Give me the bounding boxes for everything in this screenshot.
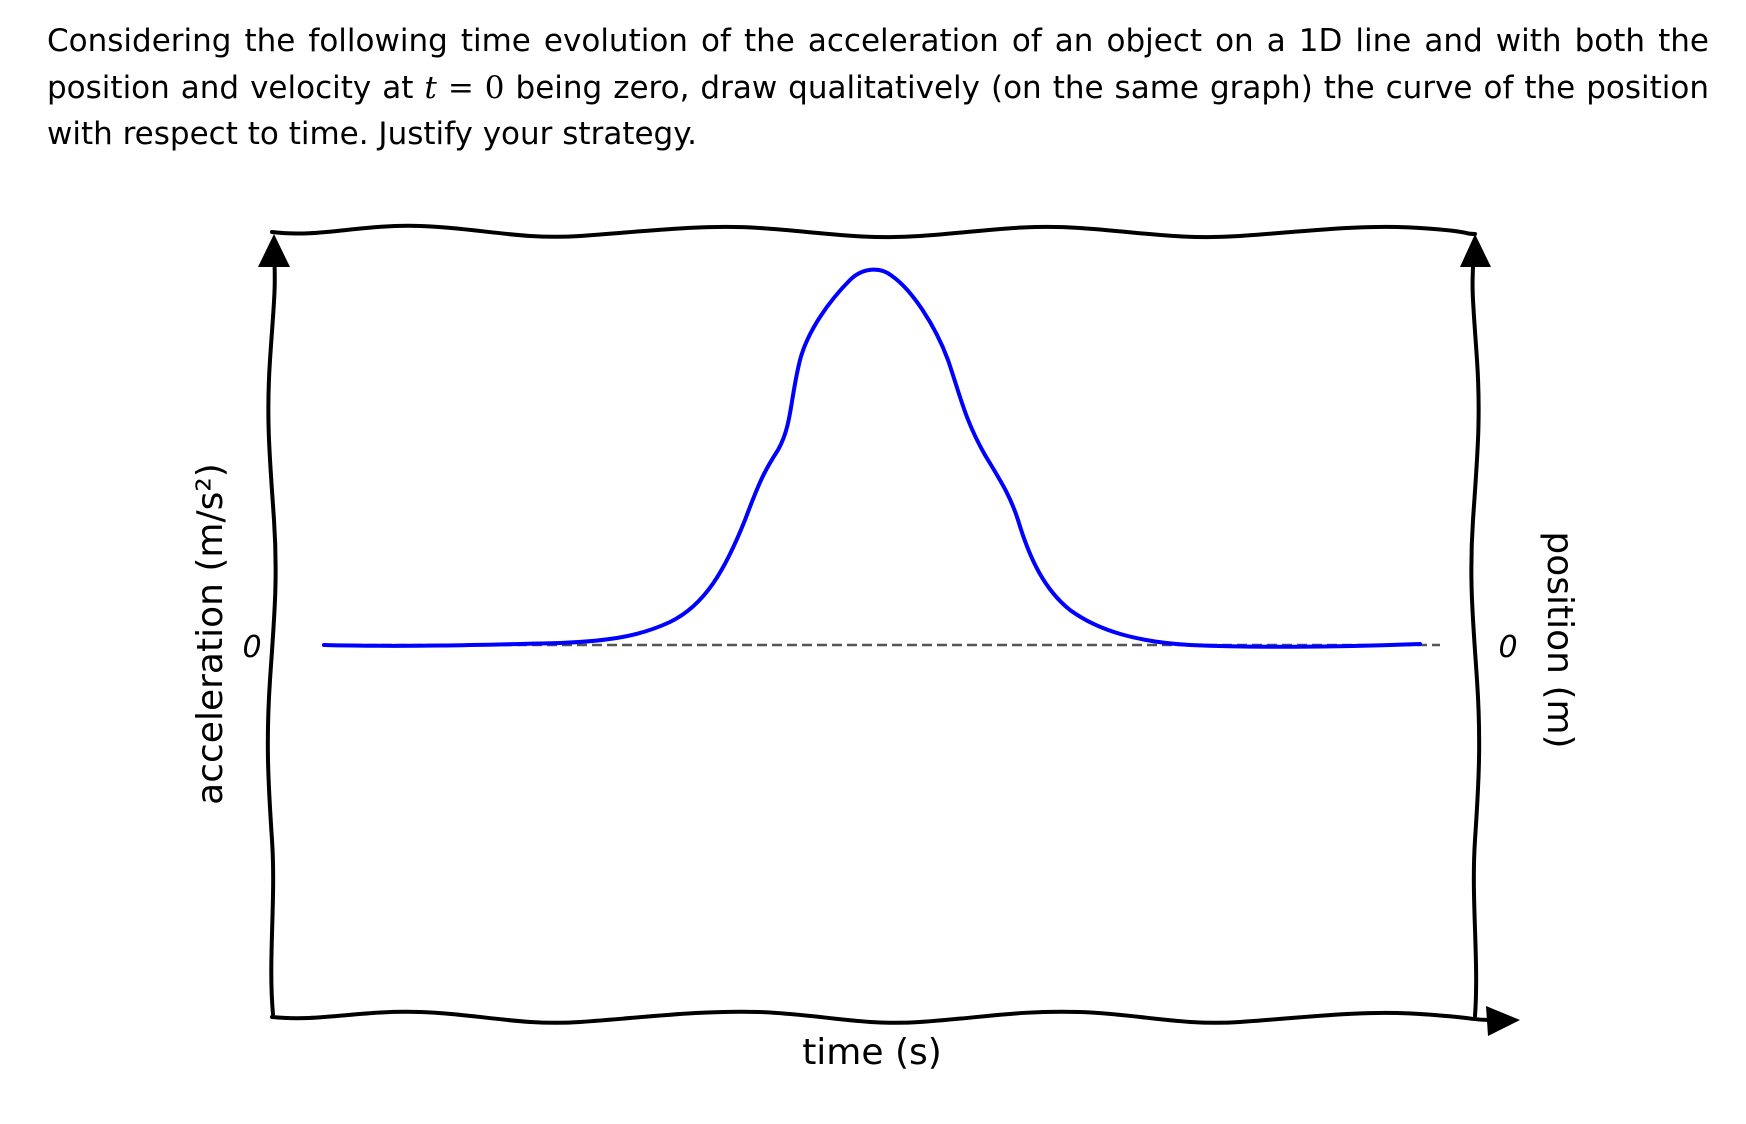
- question-text: Considering the following time evolution…: [47, 18, 1709, 158]
- math-variable-t: t: [424, 69, 437, 106]
- acceleration-curve: [322, 267, 1422, 649]
- math-equals: =: [436, 69, 485, 106]
- time-axis-line: [270, 1009, 1492, 1025]
- position-zero-tick: 0: [1498, 630, 1517, 665]
- math-zero: 0: [484, 69, 505, 106]
- position-axis-line: [1469, 250, 1482, 1018]
- acceleration-axis-line: [265, 248, 278, 1016]
- question-part-1: Considering the following time evolution…: [47, 23, 1709, 106]
- time-axis-label: time (s): [802, 1032, 942, 1073]
- time-axis-arrow-icon: [1486, 1006, 1520, 1036]
- question-part-2: being zero, draw qualitatively (on the s…: [47, 69, 1709, 153]
- top-frame-line: [270, 223, 1477, 240]
- acceleration-axis-label: acceleration (m/s²): [190, 463, 231, 805]
- acceleration-axis-arrow-icon: [258, 234, 290, 267]
- acceleration-zero-tick: 0: [242, 630, 261, 665]
- position-axis-arrow-icon: [1460, 234, 1491, 267]
- position-axis-label: position (m): [1539, 531, 1580, 748]
